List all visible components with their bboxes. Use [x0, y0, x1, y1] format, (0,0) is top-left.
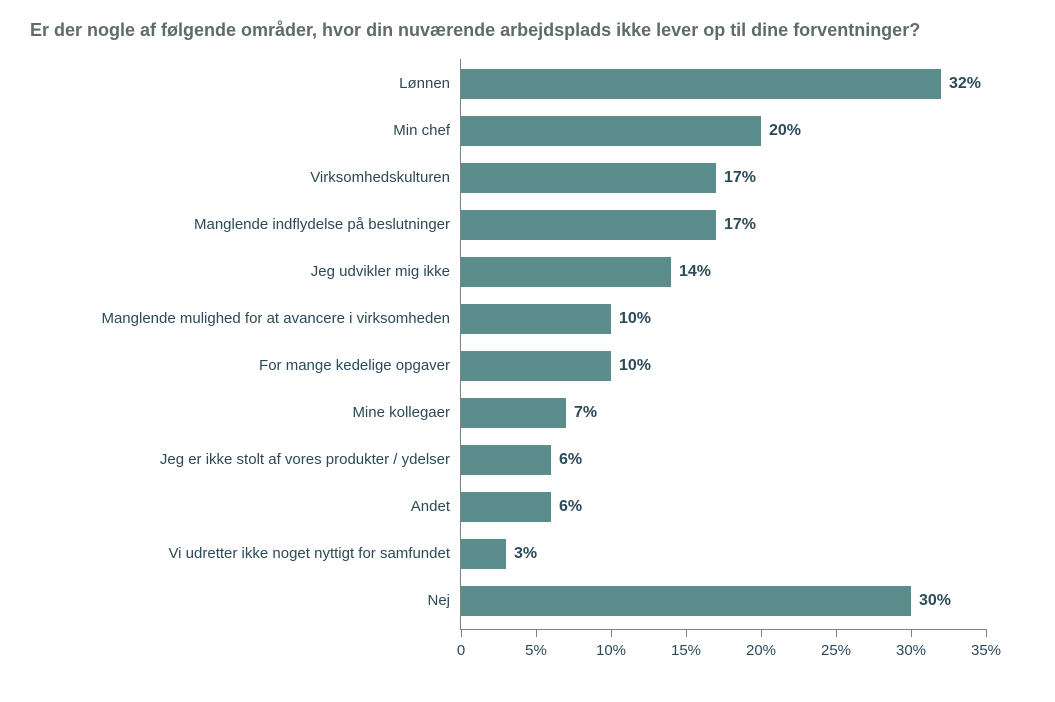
- bar-value-label: 10%: [611, 351, 651, 381]
- bar-row: [461, 445, 551, 475]
- bar-value-label: 10%: [611, 304, 651, 334]
- category-label: For mange kedelige opgaver: [30, 351, 450, 381]
- category-label: Mine kollegaer: [30, 398, 450, 428]
- bar: [461, 539, 506, 569]
- chart-area: 05%10%15%20%25%30%35%32%20%17%17%14%10%1…: [30, 59, 1025, 669]
- bar: [461, 116, 761, 146]
- x-tick-label: 20%: [746, 642, 776, 659]
- bar-value-label: 3%: [506, 539, 537, 569]
- x-tick-label: 5%: [525, 642, 547, 659]
- chart-title: Er der nogle af følgende områder, hvor d…: [30, 20, 1025, 41]
- x-tick: [686, 629, 687, 637]
- x-tick: [986, 629, 987, 637]
- bar-value-label: 6%: [551, 492, 582, 522]
- bar: [461, 492, 551, 522]
- bar-row: [461, 304, 611, 334]
- bar-value-label: 17%: [716, 163, 756, 193]
- category-label: Manglende indflydelse på beslutninger: [30, 210, 450, 240]
- x-tick-label: 0: [457, 642, 465, 659]
- bar-row: [461, 69, 941, 99]
- category-label: Min chef: [30, 116, 450, 146]
- x-tick: [911, 629, 912, 637]
- bar-value-label: 30%: [911, 586, 951, 616]
- bar-value-label: 6%: [551, 445, 582, 475]
- bar-row: [461, 539, 506, 569]
- bar: [461, 163, 716, 193]
- category-label: Vi udretter ikke noget nyttigt for samfu…: [30, 539, 450, 569]
- bar-row: [461, 210, 716, 240]
- bar: [461, 210, 716, 240]
- bar-row: [461, 586, 911, 616]
- bar-row: [461, 116, 761, 146]
- bar: [461, 398, 566, 428]
- bar-row: [461, 398, 566, 428]
- x-tick-label: 15%: [671, 642, 701, 659]
- bar: [461, 257, 671, 287]
- bar: [461, 69, 941, 99]
- bar-row: [461, 351, 611, 381]
- x-tick: [761, 629, 762, 637]
- x-tick: [836, 629, 837, 637]
- bar-row: [461, 492, 551, 522]
- x-tick-label: 35%: [971, 642, 1001, 659]
- chart-container: Er der nogle af følgende områder, hvor d…: [0, 0, 1055, 702]
- category-label: Jeg udvikler mig ikke: [30, 257, 450, 287]
- bar: [461, 445, 551, 475]
- bar-value-label: 32%: [941, 69, 981, 99]
- bar: [461, 586, 911, 616]
- category-label: Andet: [30, 492, 450, 522]
- x-tick: [536, 629, 537, 637]
- bar-row: [461, 163, 716, 193]
- category-label: Virksomhedskulturen: [30, 163, 450, 193]
- x-tick-label: 25%: [821, 642, 851, 659]
- x-tick: [461, 629, 462, 637]
- x-tick-label: 30%: [896, 642, 926, 659]
- bar-value-label: 7%: [566, 398, 597, 428]
- bar-value-label: 17%: [716, 210, 756, 240]
- category-label: Nej: [30, 586, 450, 616]
- category-label: Manglende mulighed for at avancere i vir…: [30, 304, 450, 334]
- x-tick: [611, 629, 612, 637]
- bar-value-label: 20%: [761, 116, 801, 146]
- plot-region: 05%10%15%20%25%30%35%32%20%17%17%14%10%1…: [460, 59, 986, 630]
- bar-value-label: 14%: [671, 257, 711, 287]
- x-tick-label: 10%: [596, 642, 626, 659]
- bar: [461, 304, 611, 334]
- category-label: Jeg er ikke stolt af vores produkter / y…: [30, 445, 450, 475]
- category-label: Lønnen: [30, 69, 450, 99]
- bar: [461, 351, 611, 381]
- bar-row: [461, 257, 671, 287]
